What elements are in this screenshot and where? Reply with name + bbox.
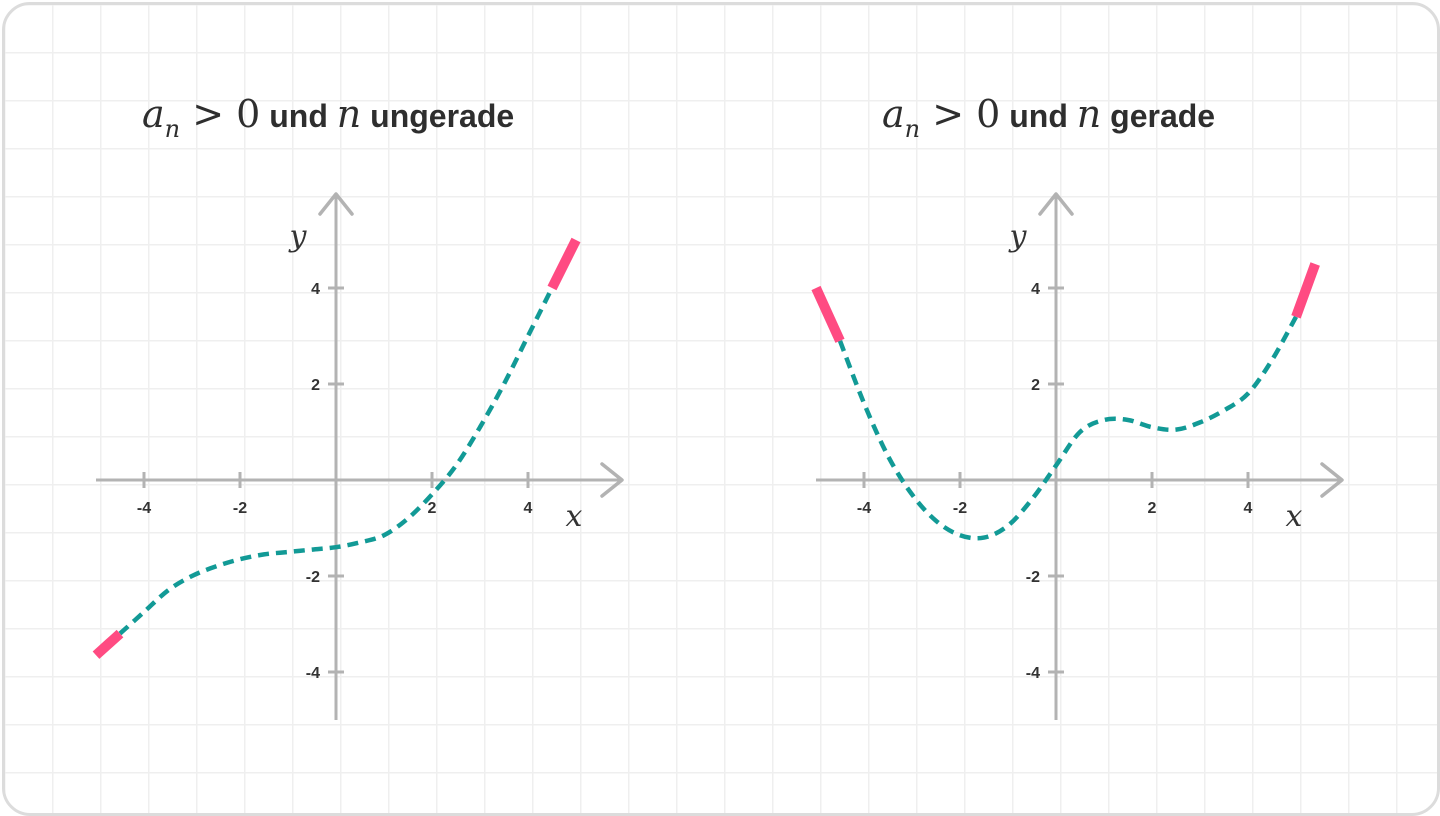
y-axis-arrow xyxy=(318,192,354,216)
curve-end-left xyxy=(92,629,124,659)
title-var-right: n xyxy=(1076,92,1102,136)
y-axis-arrow xyxy=(1038,192,1074,216)
x-tick-label: 4 xyxy=(524,500,533,517)
title-und-left: und xyxy=(269,98,328,134)
title-parity-right: gerade xyxy=(1110,98,1216,134)
curve-end-right xyxy=(547,237,581,291)
x-tick-label: 2 xyxy=(1148,500,1157,517)
y-tick-label: 2 xyxy=(1031,377,1040,394)
plot-left: -4 -2 2 4 4 2 -2 -4 x y xyxy=(92,192,624,720)
curve-dashed xyxy=(837,315,1298,541)
y-axis-label: y xyxy=(288,219,308,254)
x-tick-label: -2 xyxy=(953,500,967,517)
chart-title-left: an > 0 und n ungerade xyxy=(142,92,514,152)
plot-right: -4 -2 2 4 4 2 -2 -4 x y xyxy=(811,192,1344,720)
title-math-right: an > 0 xyxy=(882,92,1001,143)
x-axis-label: x xyxy=(1286,499,1303,534)
curve-end-left xyxy=(811,285,845,343)
curve-end-right xyxy=(1291,262,1320,319)
x-tick-label: -4 xyxy=(137,500,151,517)
x-tick-label: -2 xyxy=(233,500,247,517)
x-axis-label: x xyxy=(566,499,583,534)
x-axis-arrow xyxy=(600,462,624,498)
y-tick-label: -2 xyxy=(1026,569,1040,586)
title-und-right: und xyxy=(1009,98,1068,134)
title-var-left: n xyxy=(336,92,362,136)
x-tick-label: 2 xyxy=(428,500,437,517)
x-tick-label: 4 xyxy=(1244,500,1253,517)
title-math-left: an > 0 xyxy=(142,92,261,143)
x-tick-label: -4 xyxy=(857,500,871,517)
y-tick-label: -4 xyxy=(306,665,320,682)
y-tick-label: 2 xyxy=(311,377,320,394)
title-parity-left: ungerade xyxy=(370,98,515,134)
y-tick-label: 4 xyxy=(1031,281,1040,298)
curve-dashed xyxy=(118,286,555,636)
y-tick-label: 4 xyxy=(311,281,320,298)
x-axis-arrow xyxy=(1320,462,1344,498)
chart-title-right: an > 0 und n gerade xyxy=(882,92,1215,152)
y-tick-label: -2 xyxy=(306,569,320,586)
y-tick-label: -4 xyxy=(1026,665,1040,682)
y-axis-label: y xyxy=(1008,219,1028,254)
